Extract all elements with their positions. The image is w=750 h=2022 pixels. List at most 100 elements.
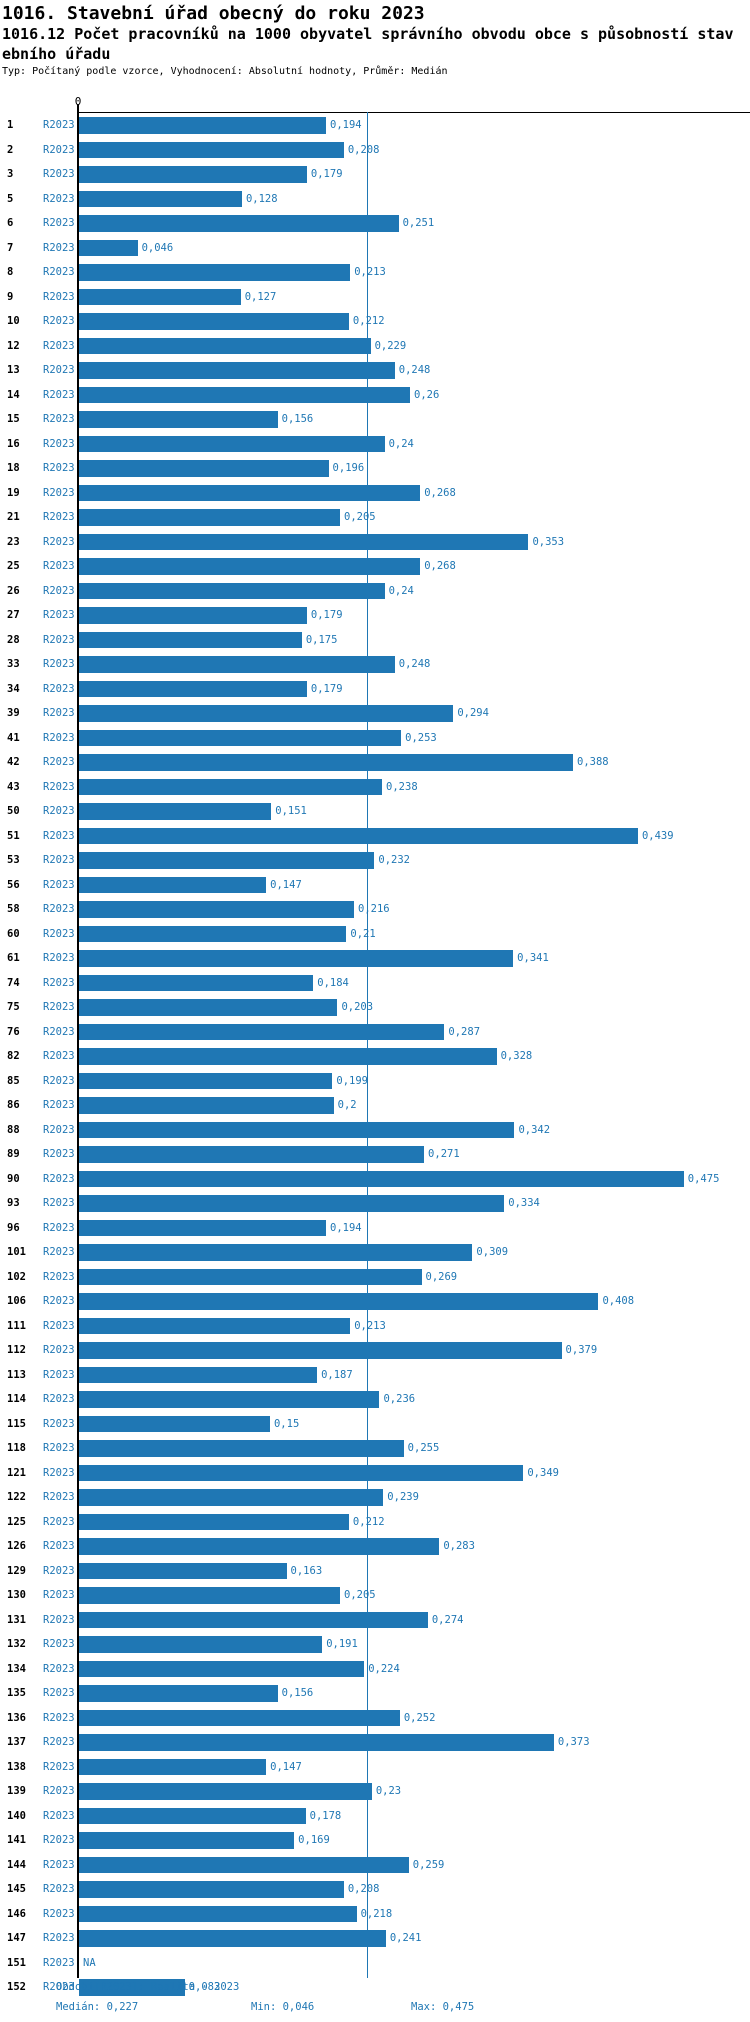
footer-median: Medián: 0,227 [56,2001,139,2013]
row-number: 53 [7,854,20,867]
bar-track: 0,248 [79,656,750,673]
bar [79,215,399,232]
bar [79,901,355,918]
bar-value-label: 0,238 [386,780,418,793]
bar-row: 152 R2023 0,083 [0,1975,750,2000]
bar-row: 141 R2023 0,169 [0,1828,750,1853]
bar-track: 0,283 [79,1538,750,1555]
row-number: 112 [7,1344,26,1357]
bar-track: 0,268 [79,484,750,501]
bar-value-label: 0,212 [352,315,385,328]
row-number: 152 [7,1981,26,1994]
series-label: R2023 [43,1589,75,1602]
bar [79,1023,445,1040]
row-number: 115 [7,1417,26,1430]
row-number: 75 [7,1001,20,1014]
bar [79,484,421,501]
row-number: 12 [7,339,20,352]
series-label: R2023 [43,1148,75,1161]
bar-row: 136 R2023 0,252 [0,1706,750,1731]
median-line [367,112,368,1978]
bar [79,313,349,330]
bar-value-label: 0,241 [389,1932,422,1945]
bar [79,999,338,1016]
series-label: R2023 [43,1221,75,1234]
bar [79,631,302,648]
row-number: 76 [7,1025,20,1038]
bar-row: 75 R2023 0,203 [0,995,750,1020]
series-label: R2023 [43,1074,75,1087]
bar-row: 23 R2023 0,353 [0,530,750,555]
bar [79,925,347,942]
bar-value-label: 0,236 [383,1393,416,1406]
bar-value-label: 0,21 [350,927,376,940]
bar-value-label: 0,169 [298,1834,330,1847]
bar [79,1905,357,1922]
bar-track: 0,187 [79,1366,750,1383]
row-number: 146 [7,1907,26,1920]
series-label: R2023 [43,217,75,230]
bar [79,1709,400,1726]
bar [79,1807,306,1824]
bar-track: 0,216 [79,901,750,918]
bar [79,974,314,991]
bar-row: 56 R2023 0,147 [0,873,750,898]
bar [79,1685,278,1702]
series-label: R2023 [43,1613,75,1626]
bar-track: 0,239 [79,1489,750,1506]
bar-value-label: 0,208 [347,1883,380,1896]
bar-row: 50 R2023 0,151 [0,799,750,824]
bar-value-label: 0,439 [641,829,674,842]
row-number: 82 [7,1050,20,1063]
series-label: R2023 [43,535,75,548]
bar-value-label: 0,24 [388,437,414,450]
series-label: R2023 [43,854,75,867]
bar [79,1121,515,1138]
series-label: R2023 [43,168,75,181]
bar-row: 16 R2023 0,24 [0,432,750,457]
bar-track: 0,169 [79,1832,750,1849]
series-label: R2023 [43,413,75,426]
row-number: 140 [7,1809,26,1822]
bar [79,1832,295,1849]
bar-row: 86 R2023 0,2 [0,1093,750,1118]
series-label: R2023 [43,731,75,744]
bar-track: 0,191 [79,1636,750,1653]
bar [79,705,454,722]
row-number: 6 [7,217,14,230]
bar-value-label: 0,151 [275,805,307,818]
series-label: R2023 [43,1981,75,1994]
bar-track: 0,255 [79,1440,750,1457]
bar-row: 76 R2023 0,287 [0,1020,750,1045]
bar-row: 2 R2023 0,208 [0,138,750,163]
bar-value-label: 0,147 [270,1760,302,1773]
bar [79,876,267,893]
bar-row: 27 R2023 0,179 [0,603,750,628]
bar [79,1415,270,1432]
bar [79,1538,440,1555]
bar-row: 93 R2023 0,334 [0,1191,750,1216]
bar-value-label: 0,334 [508,1197,540,1210]
bar [79,1391,380,1408]
bar-track: 0,388 [79,754,750,771]
bar [79,1513,349,1530]
bar-track: 0,334 [79,1195,750,1212]
bar-track: 0,373 [79,1734,750,1751]
series-label: R2023 [43,1515,75,1528]
bar-value-label: 0,156 [281,413,314,426]
bar-row: 10 R2023 0,212 [0,309,750,334]
series-label: R2023 [43,290,75,303]
series-label: R2023 [43,878,75,891]
bar [79,239,138,256]
bar [79,1366,318,1383]
row-number: 25 [7,560,20,573]
series-label: R2023 [43,1442,75,1455]
series-label: R2023 [43,609,75,622]
bar [79,852,375,869]
bar [79,1268,422,1285]
bar [79,509,340,526]
bar [79,411,278,428]
series-label: R2023 [43,364,75,377]
series-label: R2023 [43,1050,75,1063]
row-number: 93 [7,1197,20,1210]
